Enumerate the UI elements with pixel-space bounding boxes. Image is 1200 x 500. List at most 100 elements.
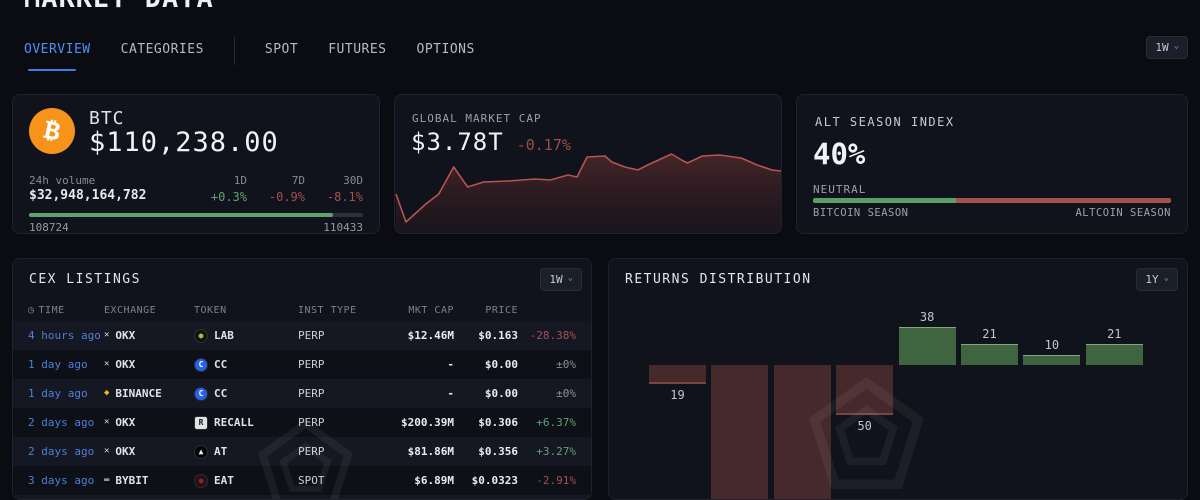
exchange-cell: ◆ BINANCE [104,387,194,400]
tab-overview[interactable]: OVERVIEW [24,41,91,71]
column-token: TOKEN [194,305,227,316]
token-cell: R RECALL [194,415,298,430]
token-cell: C CC [194,386,298,401]
table-row[interactable]: 1 day ago ✕ OKX C CC PERP - $0.00 ±0% [13,350,591,379]
change-value: +0.3% [210,190,247,204]
tab-label: OVERVIEW [24,41,91,57]
market-cap-label: GLOBAL MARKET CAP [412,112,542,125]
distribution-bar[interactable] [1085,344,1143,365]
chevron-down-icon: ⌄ [567,273,573,283]
tab-categories[interactable]: CATEGORIES [121,42,204,61]
token-name: CC [214,387,228,400]
alt-season-value: 40% [813,137,866,171]
bar-value-label: 21 [1107,327,1122,341]
market-cap-cell: $200.39M [401,416,454,429]
tab-divider [233,37,235,65]
returns-period-dropdown[interactable]: 1Y ⌄ [1136,268,1178,291]
bar-value-label: 50 [857,419,872,433]
listing-time[interactable]: 2 days ago [28,445,95,458]
token-icon: C [194,357,208,372]
sparkline-line [395,153,781,223]
exchange-cell: ✕ OKX [104,416,194,429]
table-row[interactable]: 2 days ago ✕ OKX ▲ AT PERP $81.86M $0.35… [13,437,591,466]
distribution-bar[interactable] [836,365,894,415]
tab-bar: OVERVIEW CATEGORIES SPOT FUTURES OPTIONS [24,36,475,71]
change-period-label: 1D [233,174,247,187]
table-row[interactable]: 4 hours ago ✕ OKX ● LAB PERP $12.46M $0.… [13,321,591,350]
token-icon: R [194,415,208,430]
bitcoin-icon: ₿ [29,108,75,154]
token-icon: ▲ [194,444,208,459]
tab-futures[interactable]: FUTURES [328,42,386,61]
tab-options[interactable]: OPTIONS [417,42,475,61]
market-cap-value: $3.78T [411,128,504,156]
listing-time[interactable]: 4 hours ago [28,329,101,342]
price-cell: $0.00 [484,358,518,371]
exchange-cell: ✕ OKX [104,445,194,458]
exchange-name: BINANCE [115,387,162,400]
distribution-bar[interactable] [961,344,1018,365]
price-change-cell: +6.37% [536,416,576,429]
change-1d: 1D +0.3% [195,174,247,204]
cex-listings-title: CEX LISTINGS [29,272,141,287]
tab-label: OPTIONS [416,41,475,57]
distribution-bar[interactable] [649,365,706,384]
exchange-icon: ✕ [104,330,110,340]
distribution-bar[interactable] [711,365,769,499]
period-changes: 1D +0.3% 7D -0.9% 30D -8.1% [195,174,363,204]
change-period-label: 7D [291,174,305,187]
alt-season-gauge [813,198,1171,203]
btc-price: $110,238.00 [89,127,279,158]
distribution-bar[interactable] [1023,355,1081,365]
token-name: LAB [214,329,234,342]
page-title: MARKET DATA [24,0,214,14]
chevron-down-icon: ⌄ [1163,273,1169,283]
bar-value-label: 21 [982,327,997,341]
market-cap-cell: - [447,387,454,400]
bar-value-label: 10 [1044,338,1060,352]
listing-time[interactable]: 1 day ago [28,358,88,371]
column-exchange: EXCHANGE [104,305,157,316]
token-name: CC [214,358,228,371]
price-change-cell: ±0% [556,387,576,400]
bitcoin-season-segment [813,198,957,203]
market-cap-cell: $81.86M [407,445,454,458]
returns-distribution-card: RETURNS DISTRIBUTION 1Y ⌄ 19 50 38 21 10 21 [608,258,1188,500]
token-icon: C [194,386,208,401]
clock-icon: ◷ [28,305,35,316]
global-market-cap-card: GLOBAL MARKET CAP $3.78T -0.17% [394,94,782,234]
price-cell: $0.00 [484,387,518,400]
token-cell: ▲ AT [194,444,298,459]
column-mkt-cap: MKT CAP [408,305,454,316]
tab-label: SPOT [264,41,299,57]
altcoin-season-segment [956,198,1171,203]
price-cell: $0.306 [478,416,518,429]
tab-spot[interactable]: SPOT [265,42,298,61]
token-cell: C CC [194,357,298,372]
returns-bar-chart: 19 50 38 21 10 21 [609,259,1187,499]
listing-time[interactable]: 1 day ago [28,387,88,400]
bar-value-label: 38 [919,310,935,324]
distribution-bar[interactable] [898,327,956,365]
cex-period-dropdown[interactable]: 1W ⌄ [540,268,582,291]
change-value: -8.1% [326,190,363,204]
listing-time[interactable]: 3 days ago [28,474,95,487]
exchange-icon: ◆ [104,388,110,398]
range-low-value: 108724 [29,221,69,234]
table-row[interactable]: 1 day ago ◆ BINANCE C CC PERP - $0.00 ±0… [13,379,591,408]
btc-price-card: ₿ BTC $110,238.00 24h volume $32,948,164… [12,94,380,234]
change-value: -0.9% [268,190,305,204]
table-row[interactable]: 3 days ago ▬ BYBIT ● EAT SPOT $6.89M $0.… [13,466,591,495]
volume-value: $32,948,164,782 [29,188,147,203]
table-row[interactable]: 2 days ago ✕ OKX R RECALL PERP $200.39M … [13,408,591,437]
alt-season-status: NEUTRAL [813,183,867,196]
column-label: TIME [38,305,65,316]
alt-season-label: ALT SEASON INDEX [815,115,955,129]
listing-time[interactable]: 2 days ago [28,416,95,429]
exchange-icon: ✕ [104,417,110,427]
exchange-cell: ✕ OKX [104,358,194,371]
market-cap-values: $3.78T -0.17% [411,128,571,156]
inst-type: PERP [298,387,325,400]
distribution-bar[interactable] [773,365,831,499]
global-period-dropdown[interactable]: 1W ⌄ [1146,36,1188,59]
